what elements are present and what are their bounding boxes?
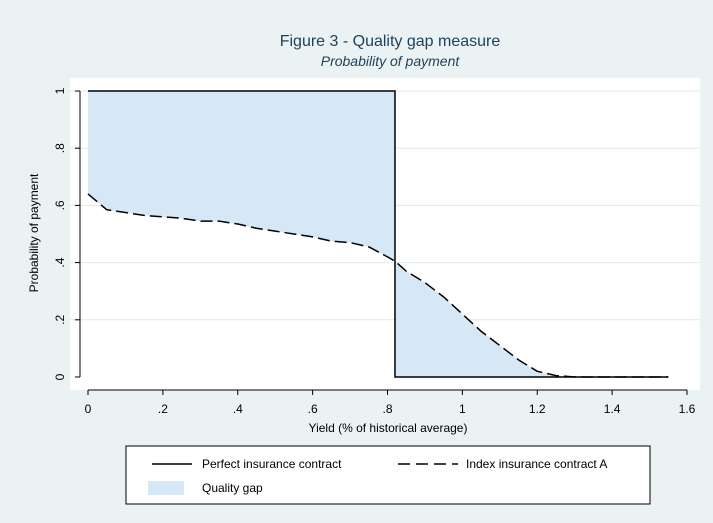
x-tick-label-4: .8 [382, 402, 392, 416]
y-tick-label-1: .2 [53, 314, 67, 324]
legend-label-quality-gap: Quality gap [202, 481, 263, 495]
x-tick-label-8: 1.6 [679, 402, 696, 416]
series-lines [87, 90, 669, 378]
x-tick-labels: 0 .2 .4 .6 .8 1 1.2 1.4 1.6 [85, 390, 696, 416]
legend-label-perfect: Perfect insurance contract [202, 457, 342, 471]
y-tick-label-3: .6 [53, 200, 67, 210]
x-tick-label-6: 1.2 [529, 402, 546, 416]
legend-label-index: Index insurance contract A [466, 457, 607, 471]
quality-gap-right [394, 261, 669, 377]
y-tick-label-4: .8 [53, 143, 67, 153]
y-tick-label-0: 0 [53, 373, 67, 380]
x-tick-label-5: 1 [459, 402, 466, 416]
quality-gap-left [88, 91, 395, 262]
legend-swatch-quality-gap [148, 481, 184, 495]
quality-gap-area [88, 91, 669, 377]
x-tick-label-3: .6 [308, 402, 318, 416]
x-tick-label-0: 0 [85, 402, 92, 416]
y-tick-label-5: 1 [53, 87, 67, 94]
y-tick-label-2: .4 [53, 257, 67, 267]
series-line-perfect [88, 90, 669, 378]
legend-box [125, 445, 651, 505]
y-tick-labels: 0 .2 .4 .6 .8 1 [53, 87, 80, 380]
x-tick-label-7: 1.4 [604, 402, 621, 416]
x-tick-label-2: .4 [233, 402, 243, 416]
y-axis-label: Probability of payment [27, 173, 41, 292]
chart-subtitle: Probability of payment [321, 53, 461, 69]
legend: Perfect insurance contract Index insuran… [125, 445, 651, 505]
x-axis-label: Yield (% of historical average) [309, 421, 468, 435]
series-line-index [87, 193, 669, 378]
x-tick-label-1: .2 [158, 402, 168, 416]
chart-title: Figure 3 - Quality gap measure [280, 33, 501, 50]
